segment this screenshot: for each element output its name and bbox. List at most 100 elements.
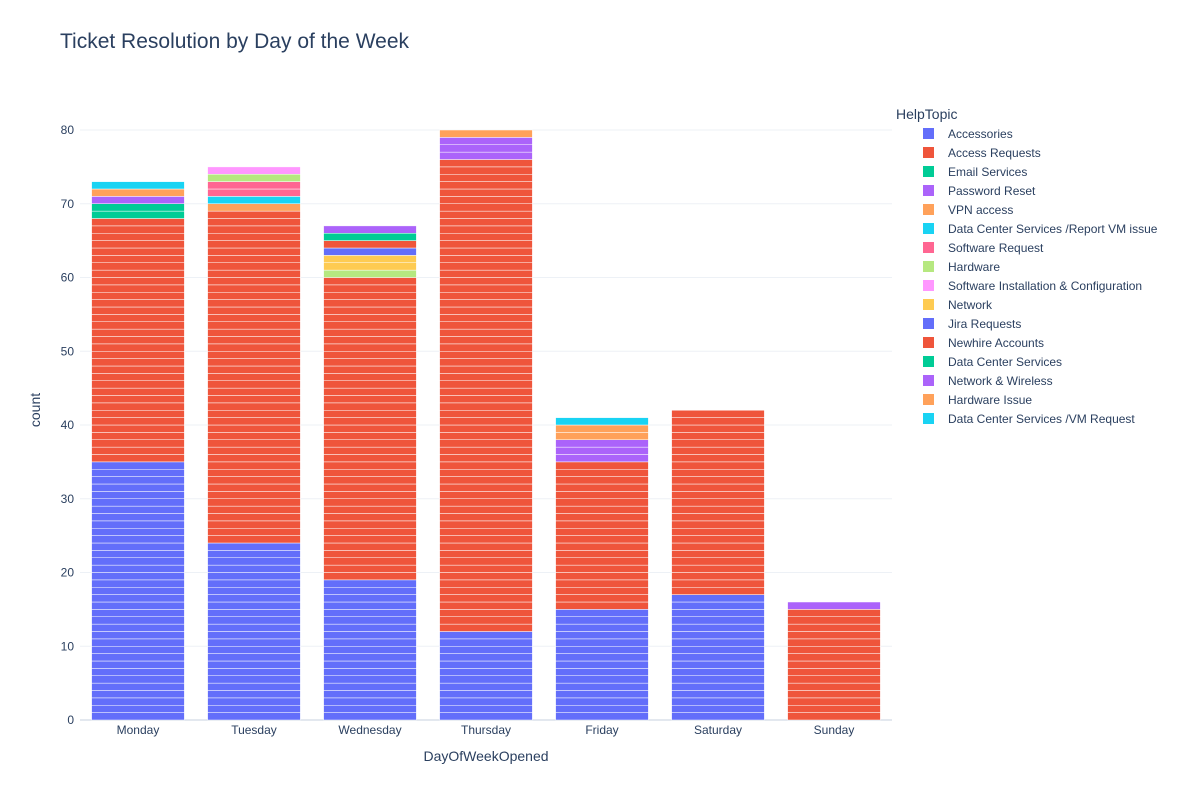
bar-segment[interactable] — [91, 660, 185, 669]
bar-segment[interactable] — [439, 572, 533, 581]
bar-segment[interactable] — [671, 439, 765, 448]
bar-segment[interactable] — [207, 653, 301, 662]
bar-segment[interactable] — [91, 631, 185, 640]
bar-segment[interactable] — [323, 424, 417, 433]
bar-segment[interactable] — [207, 697, 301, 706]
bar-segment[interactable] — [207, 358, 301, 367]
bar-segment[interactable] — [555, 697, 649, 706]
bar-segment[interactable] — [207, 513, 301, 522]
bar-segment[interactable] — [323, 417, 417, 426]
bar-segment[interactable] — [787, 638, 881, 647]
bar-segment[interactable] — [91, 284, 185, 293]
bar-segment[interactable] — [91, 188, 185, 197]
bar-segment[interactable] — [207, 299, 301, 308]
bar-segment[interactable] — [207, 336, 301, 345]
bar-segment[interactable] — [439, 277, 533, 286]
bar-segment[interactable] — [555, 690, 649, 699]
bar-segment[interactable] — [555, 542, 649, 551]
bar-segment[interactable] — [439, 402, 533, 411]
bar-segment[interactable] — [91, 550, 185, 558]
bar-segment[interactable] — [787, 660, 881, 669]
bar-segment[interactable] — [439, 417, 533, 426]
bar-segment[interactable] — [555, 446, 649, 455]
bar-segment[interactable] — [91, 705, 185, 713]
bar-segment[interactable] — [323, 225, 417, 234]
bar-segment[interactable] — [207, 373, 301, 381]
bar-segment[interactable] — [555, 660, 649, 669]
bar-segment[interactable] — [555, 587, 649, 595]
bar-segment[interactable] — [91, 196, 185, 204]
bar-segment[interactable] — [323, 653, 417, 662]
bar-segment[interactable] — [671, 660, 765, 669]
bar-segment[interactable] — [671, 461, 765, 470]
bar-segment[interactable] — [91, 697, 185, 706]
bar-segment[interactable] — [787, 653, 881, 662]
bar-segment[interactable] — [439, 550, 533, 558]
bar-segment[interactable] — [91, 542, 185, 551]
bar-segment[interactable] — [439, 557, 533, 566]
bar-segment[interactable] — [323, 609, 417, 617]
bar-segment[interactable] — [323, 491, 417, 499]
bar-segment[interactable] — [555, 483, 649, 492]
legend-item[interactable]: Software Request — [896, 238, 1196, 257]
bar-segment[interactable] — [91, 277, 185, 286]
bar-segment[interactable] — [207, 314, 301, 322]
bar-segment[interactable] — [555, 469, 649, 477]
bar-segment[interactable] — [91, 225, 185, 234]
bar-segment[interactable] — [207, 380, 301, 389]
bar-segment[interactable] — [555, 461, 649, 470]
bar-segment[interactable] — [91, 321, 185, 330]
bar-segment[interactable] — [207, 247, 301, 256]
bar-segment[interactable] — [439, 623, 533, 632]
bar-segment[interactable] — [439, 395, 533, 404]
bar-segment[interactable] — [671, 498, 765, 507]
bar-segment[interactable] — [671, 535, 765, 544]
bar-segment[interactable] — [207, 306, 301, 315]
bar-segment[interactable] — [439, 240, 533, 249]
bar-segment[interactable] — [671, 668, 765, 676]
bar-segment[interactable] — [91, 564, 185, 573]
bar-segment[interactable] — [323, 668, 417, 676]
bar-segment[interactable] — [91, 579, 185, 588]
bar-segment[interactable] — [91, 439, 185, 448]
bar-segment[interactable] — [323, 690, 417, 699]
bar-segment[interactable] — [439, 675, 533, 684]
bar-segment[interactable] — [91, 432, 185, 440]
bar-segment[interactable] — [323, 712, 417, 721]
bar-segment[interactable] — [323, 439, 417, 448]
legend-item[interactable]: Software Installation & Configuration — [896, 276, 1196, 295]
bar-segment[interactable] — [207, 387, 301, 396]
bar-segment[interactable] — [91, 306, 185, 315]
bar-segment[interactable] — [323, 299, 417, 308]
bar-segment[interactable] — [671, 469, 765, 477]
bar-segment[interactable] — [555, 476, 649, 485]
bar-segment[interactable] — [555, 528, 649, 536]
bar-segment[interactable] — [555, 653, 649, 662]
bar-segment[interactable] — [439, 697, 533, 706]
bar-segment[interactable] — [671, 623, 765, 632]
bar-segment[interactable] — [439, 321, 533, 330]
bar-segment[interactable] — [323, 410, 417, 418]
bar-segment[interactable] — [555, 631, 649, 640]
bar-segment[interactable] — [555, 505, 649, 514]
bar-segment[interactable] — [207, 410, 301, 418]
bar-segment[interactable] — [207, 328, 301, 337]
bar-segment[interactable] — [439, 218, 533, 227]
bar-segment[interactable] — [207, 395, 301, 404]
bar-segment[interactable] — [91, 351, 185, 359]
bar-segment[interactable] — [323, 402, 417, 411]
bar-segment[interactable] — [323, 623, 417, 632]
bar-segment[interactable] — [439, 476, 533, 485]
bar-segment[interactable] — [555, 638, 649, 647]
bar-segment[interactable] — [207, 564, 301, 573]
bar-segment[interactable] — [555, 646, 649, 654]
bar-segment[interactable] — [91, 476, 185, 485]
bar-segment[interactable] — [323, 446, 417, 455]
bar-segment[interactable] — [439, 365, 533, 374]
bar-segment[interactable] — [207, 351, 301, 359]
bar-segment[interactable] — [439, 638, 533, 647]
bar-segment[interactable] — [91, 203, 185, 212]
bar-segment[interactable] — [91, 233, 185, 241]
bar-segment[interactable] — [439, 210, 533, 219]
bar-segment[interactable] — [439, 336, 533, 345]
